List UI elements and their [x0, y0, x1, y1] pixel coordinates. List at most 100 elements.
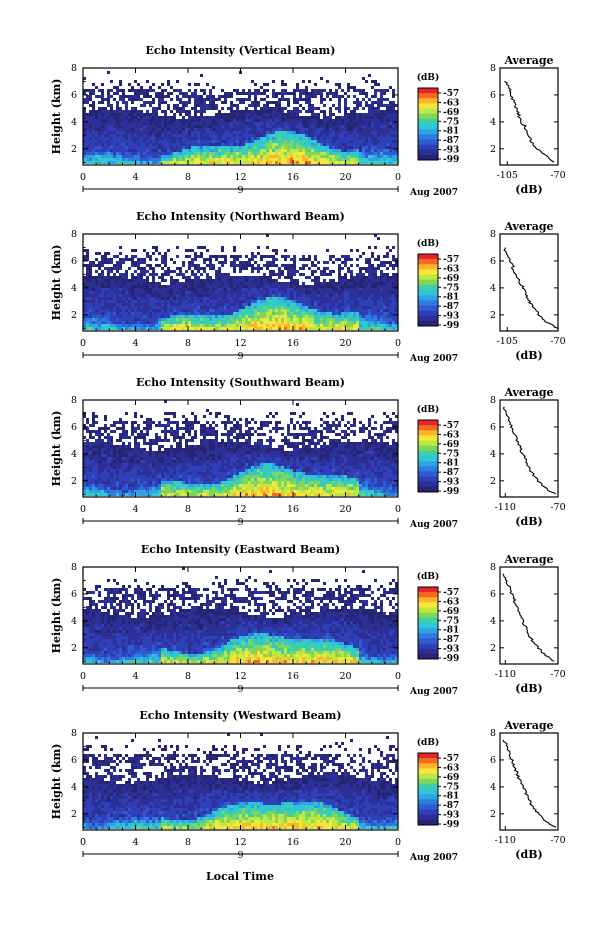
heatmap-cell [215, 270, 218, 273]
heatmap-cell [362, 303, 365, 306]
heatmap-cell [98, 321, 101, 324]
heatmap-cell [353, 300, 356, 303]
heatmap-cell [260, 119, 263, 122]
heatmap-cell [134, 116, 137, 119]
heatmap-cell [155, 291, 158, 294]
heatmap-cell [110, 122, 113, 125]
heatmap-cell [272, 146, 275, 149]
heatmap-cell [89, 490, 92, 493]
heatmap-cell [251, 285, 254, 288]
heatmap-cell [209, 321, 212, 324]
heatmap-cell [170, 128, 173, 131]
heatmap-cell [185, 149, 188, 152]
heatmap-cell [197, 83, 200, 86]
heatmap-cell [137, 282, 140, 285]
heatmap-cell [236, 137, 239, 140]
heatmap-cell [326, 327, 329, 330]
heatmap-cell [257, 137, 260, 140]
heatmap-cell [110, 306, 113, 309]
heatmap-cell [206, 324, 209, 327]
heatmap-cell [143, 327, 146, 330]
heatmap-cell [176, 125, 179, 128]
heatmap-cell [215, 161, 218, 164]
heatmap-cell [95, 258, 98, 261]
heatmap-cell [134, 137, 137, 140]
heatmap-cell [332, 125, 335, 128]
heatmap-cell [335, 315, 338, 318]
heatmap-cell [365, 155, 368, 158]
heatmap-cell [344, 315, 347, 318]
heatmap-cell [290, 285, 293, 288]
heatmap-cell [326, 134, 329, 137]
heatmap-cell [344, 101, 347, 104]
heatmap-cell [182, 276, 185, 279]
heatmap-cell [383, 321, 386, 324]
heatmap-cell [227, 113, 230, 116]
heatmap-cell [260, 155, 263, 158]
heatmap-cell [347, 95, 350, 98]
heatmap-cell [128, 303, 131, 306]
heatmap-cell [95, 445, 98, 448]
heatmap-cell [263, 98, 266, 101]
heatmap-cell [149, 158, 152, 161]
heatmap-cell [293, 324, 296, 327]
heatmap-cell [131, 306, 134, 309]
heatmap-cell [212, 291, 215, 294]
heatmap-cell [185, 95, 188, 98]
heatmap-cell [356, 327, 359, 330]
heatmap-cell [344, 264, 347, 267]
heatmap-cell [374, 291, 377, 294]
heatmap-cell [116, 158, 119, 161]
heatmap-cell [335, 83, 338, 86]
heatmap-cell [221, 122, 224, 125]
heatmap-cell [311, 122, 314, 125]
heatmap-cell [125, 291, 128, 294]
heatmap-cell [104, 137, 107, 140]
heatmap-cell [257, 116, 260, 119]
heatmap-cell [83, 258, 86, 261]
heatmap-cell [302, 291, 305, 294]
heatmap-cell [317, 303, 320, 306]
heatmap-cell [140, 303, 143, 306]
heatmap-cell [146, 113, 149, 116]
heatmap-cell [371, 276, 374, 279]
heatmap-cell [386, 89, 389, 92]
heatmap-cell [314, 155, 317, 158]
heatmap-cell [155, 113, 158, 116]
heatmap-cell [293, 149, 296, 152]
heatmap-cell [284, 137, 287, 140]
heatmap-cell [383, 92, 386, 95]
heatmap-cell [173, 116, 176, 119]
heatmap-cell [299, 98, 302, 101]
heatmap-cell [221, 327, 224, 330]
heatmap-cell [266, 83, 269, 86]
heatmap-cell [260, 110, 263, 113]
heatmap-cell [377, 306, 380, 309]
heatmap-cell [83, 297, 86, 300]
heatmap-cell [119, 300, 122, 303]
heatmap-cell [263, 327, 266, 330]
heatmap-cell [380, 315, 383, 318]
heatmap-cell [98, 279, 101, 282]
heatmap-cell [356, 104, 359, 107]
heatmap-cell [341, 312, 344, 315]
heatmap-cell [161, 312, 164, 315]
heatmap-cell [86, 472, 89, 475]
heatmap-cell [365, 80, 368, 83]
heatmap-cell [98, 146, 101, 149]
heatmap-cell [260, 125, 263, 128]
heatmap-cell [320, 149, 323, 152]
heatmap-cell [392, 273, 395, 276]
heatmap-cell [392, 119, 395, 122]
heatmap-cell [377, 300, 380, 303]
heatmap-cell [116, 89, 119, 92]
heatmap-cell [227, 312, 230, 315]
heatmap-cell [110, 146, 113, 149]
heatmap-cell [131, 297, 134, 300]
heatmap-cell [188, 267, 191, 270]
heatmap-cell [188, 143, 191, 146]
heatmap-cell [188, 128, 191, 131]
heatmap-cell [338, 312, 341, 315]
heatmap-cell [371, 294, 374, 297]
heatmap-cell [248, 155, 251, 158]
